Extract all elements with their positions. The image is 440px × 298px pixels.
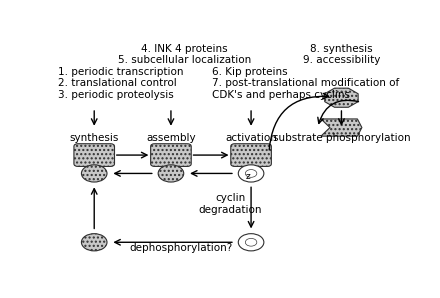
Ellipse shape	[158, 165, 184, 182]
Ellipse shape	[81, 234, 107, 251]
Text: substrate phosphorylation: substrate phosphorylation	[273, 133, 410, 143]
Text: cyclin
degradation: cyclin degradation	[199, 193, 262, 215]
Ellipse shape	[238, 165, 264, 182]
Text: 2. translational control: 2. translational control	[59, 78, 177, 88]
Ellipse shape	[246, 170, 257, 177]
Polygon shape	[321, 119, 362, 136]
Text: 9. accessibility: 9. accessibility	[303, 55, 380, 65]
Text: synthesis: synthesis	[70, 133, 119, 143]
Text: 1. periodic transcription: 1. periodic transcription	[59, 67, 184, 77]
Text: 7. post-translational modification of
CDK's and perhaps cyclins: 7. post-translational modification of CD…	[212, 78, 399, 100]
Text: 5. subcellular localization: 5. subcellular localization	[118, 55, 251, 65]
FancyBboxPatch shape	[74, 144, 114, 167]
Ellipse shape	[81, 165, 107, 182]
FancyBboxPatch shape	[231, 144, 271, 167]
Text: 8. synthesis: 8. synthesis	[310, 44, 373, 54]
Text: z: z	[245, 172, 250, 181]
Text: activation: activation	[225, 133, 277, 143]
Ellipse shape	[246, 238, 257, 246]
Text: 4. INK 4 proteins: 4. INK 4 proteins	[141, 44, 228, 54]
FancyBboxPatch shape	[150, 144, 191, 167]
Polygon shape	[325, 88, 358, 107]
Text: dephosphorylation?: dephosphorylation?	[129, 243, 233, 253]
Ellipse shape	[238, 234, 264, 251]
Text: 3. periodic proteolysis: 3. periodic proteolysis	[59, 90, 174, 100]
Text: assembly: assembly	[146, 133, 196, 143]
Text: 6. Kip proteins: 6. Kip proteins	[212, 67, 287, 77]
